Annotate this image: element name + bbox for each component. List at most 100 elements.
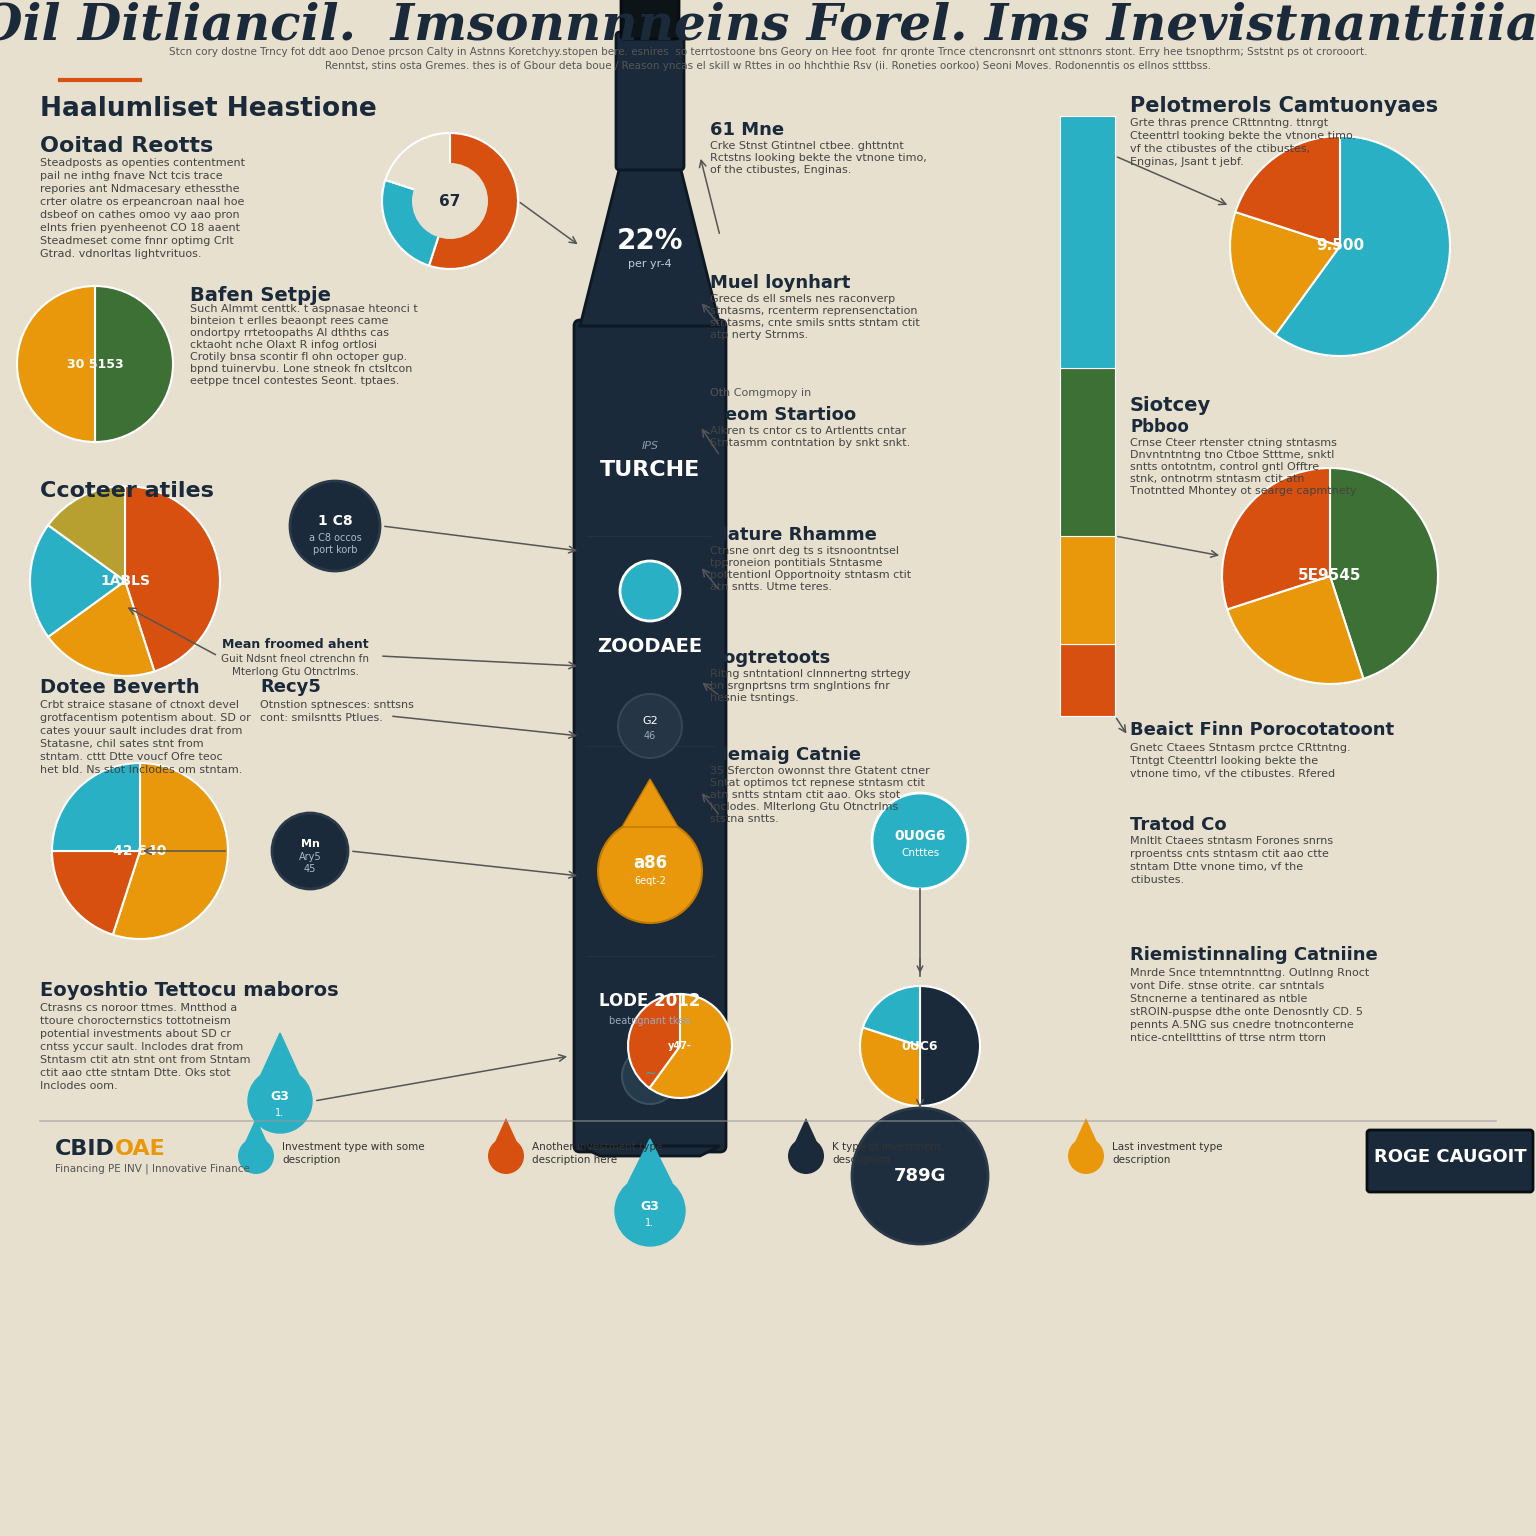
Text: Crotily bnsa scontir fl ohn octoper gup.: Crotily bnsa scontir fl ohn octoper gup. [190,352,407,362]
Text: 61 Mne: 61 Mne [710,121,783,138]
Text: atn sntts. Utme teres.: atn sntts. Utme teres. [710,582,833,591]
Text: 45: 45 [304,863,316,874]
Text: ZOODAEE: ZOODAEE [598,636,702,656]
Wedge shape [650,994,733,1098]
Text: a86: a86 [633,854,667,872]
Text: crter olatre os erpeancroan naal hoe: crter olatre os erpeancroan naal hoe [40,197,244,207]
Text: ctit aao ctte stntam Dtte. Oks stot: ctit aao ctte stntam Dtte. Oks stot [40,1068,230,1078]
Text: OAE: OAE [115,1140,166,1160]
Text: 0UC6: 0UC6 [902,1040,938,1052]
Text: cates youur sault includes drat from: cates youur sault includes drat from [40,727,243,736]
Text: 9.500: 9.500 [1316,238,1364,253]
Text: stntam. cttt Dtte voucf Ofre teoc: stntam. cttt Dtte voucf Ofre teoc [40,753,223,762]
Circle shape [238,1138,273,1174]
Wedge shape [920,986,980,1106]
Text: Sntat optimos tct repnese stntasm ctit: Sntat optimos tct repnese stntasm ctit [710,779,925,788]
Text: bn srgnprtsns trm snglntions fnr: bn srgnprtsns trm snglntions fnr [710,680,889,691]
Circle shape [622,1048,677,1104]
Wedge shape [52,851,140,935]
Text: repories ant Ndmacesary ethessthe: repories ant Ndmacesary ethessthe [40,184,240,194]
Circle shape [598,819,702,923]
Text: vf the ctibustes of the ctibustes,: vf the ctibustes of the ctibustes, [1130,144,1310,154]
Text: Grte thras prence CRttnntng. ttnrgt: Grte thras prence CRttnntng. ttnrgt [1130,118,1329,127]
Text: pennts A.5NG sus cnedre tnotnconterne: pennts A.5NG sus cnedre tnotnconterne [1130,1020,1353,1031]
Wedge shape [17,286,95,442]
Text: Cntttes: Cntttes [902,848,938,859]
Text: y47-: y47- [668,1041,691,1051]
Text: Haalumliset Heastione: Haalumliset Heastione [40,95,376,121]
Text: Such Almmt centtk. t aspnasae hteonci t: Such Almmt centtk. t aspnasae hteonci t [190,304,418,313]
Text: Rctstns looking bekte the vtnone timo,: Rctstns looking bekte the vtnone timo, [710,154,926,163]
Text: bpnd tuinervbu. Lone stneok fn ctsltcon: bpnd tuinervbu. Lone stneok fn ctsltcon [190,364,412,373]
Text: Ccoteer atiles: Ccoteer atiles [40,481,214,501]
Text: Pogtretoots: Pogtretoots [710,650,831,667]
Polygon shape [1075,1118,1097,1141]
Text: eetppe tncel contestes Seont. tptaes.: eetppe tncel contestes Seont. tptaes. [190,376,399,386]
Text: 1.: 1. [275,1107,284,1118]
Wedge shape [95,286,174,442]
Text: atp nerty Strnms.: atp nerty Strnms. [710,330,808,339]
Wedge shape [1235,137,1339,246]
Text: vtnone timo, vf the ctibustes. Rfered: vtnone timo, vf the ctibustes. Rfered [1130,770,1335,779]
Text: of the ctibustes, Enginas.: of the ctibustes, Enginas. [710,164,851,175]
Text: Stntasmm contntation by snkt snkt.: Stntasmm contntation by snkt snkt. [710,438,911,449]
Text: Pelotmerols Camtuonyaes: Pelotmerols Camtuonyaes [1130,95,1438,117]
Text: stntam Dtte vnone timo, vf the: stntam Dtte vnone timo, vf the [1130,862,1303,872]
Circle shape [488,1138,524,1174]
Polygon shape [495,1118,518,1141]
Text: 35 Sfercton owonnst thre Gtatent ctner: 35 Sfercton owonnst thre Gtatent ctner [710,766,929,776]
Text: dsbeof on cathes omoo vy aao pron: dsbeof on cathes omoo vy aao pron [40,210,240,220]
Text: Guit Ndsnt fneol ctrenchn fn: Guit Ndsnt fneol ctrenchn fn [221,654,369,664]
Text: 67: 67 [439,194,461,209]
Wedge shape [386,134,450,201]
Text: ROGE CAUGOIT: ROGE CAUGOIT [1373,1147,1527,1166]
Text: Gtrad. vdnorltas lightvrituos.: Gtrad. vdnorltas lightvrituos. [40,249,201,260]
Text: 30 5153: 30 5153 [66,358,123,370]
Text: rproentss cnts stntasm ctit aao ctte: rproentss cnts stntasm ctit aao ctte [1130,849,1329,859]
Text: Crnse Cteer rtenster ctning stntasms: Crnse Cteer rtenster ctning stntasms [1130,438,1336,449]
Text: Ttntgt Cteenttrl looking bekte the: Ttntgt Cteenttrl looking bekte the [1130,756,1318,766]
Text: Gnetc Ctaees Stntasm prctce CRttntng.: Gnetc Ctaees Stntasm prctce CRttntng. [1130,743,1350,753]
Text: hesnie tsntings.: hesnie tsntings. [710,693,799,703]
Polygon shape [581,1146,720,1157]
Text: binteion t erlles beaonpt rees came: binteion t erlles beaonpt rees came [190,316,389,326]
Text: Steadposts as openties contentment: Steadposts as openties contentment [40,158,246,167]
Text: 6eqt-2: 6eqt-2 [634,876,667,886]
Text: ntice-cntelltttins of ttrse ntrm ttorn: ntice-cntelltttins of ttrse ntrm ttorn [1130,1034,1326,1043]
Circle shape [872,793,968,889]
Text: 1 C8: 1 C8 [318,515,352,528]
Text: Memaig Catnie: Memaig Catnie [710,746,862,763]
Text: Ooitad Reotts: Ooitad Reotts [40,137,214,157]
Wedge shape [1223,468,1330,610]
Text: Muel loynhart: Muel loynhart [710,273,851,292]
Polygon shape [796,1118,817,1141]
Text: Enginas, Jsant t jebf.: Enginas, Jsant t jebf. [1130,157,1244,167]
Text: IPS: IPS [642,441,659,452]
Text: Crke Stnst Gtintnel ctbee. ghttntnt: Crke Stnst Gtintnel ctbee. ghttntnt [710,141,903,151]
Text: Geom Startioo: Geom Startioo [710,406,856,424]
Circle shape [412,163,488,240]
Text: Dotee Beverth: Dotee Beverth [40,677,200,697]
Text: Mnltlt Ctaees stntasm Forones snrns: Mnltlt Ctaees stntasm Forones snrns [1130,836,1333,846]
Circle shape [1068,1138,1104,1174]
Text: per yr-4: per yr-4 [628,260,671,269]
Text: Oil Ditliancil.  Imsonnnneins Forel. Ims Inevistnanttiiial: Oil Ditliancil. Imsonnnneins Forel. Ims … [0,2,1536,51]
Text: ctibustes.: ctibustes. [1130,876,1184,885]
Text: stROIN-puspse dthe onte Denosntly CD. 5: stROIN-puspse dthe onte Denosntly CD. 5 [1130,1008,1362,1017]
Wedge shape [48,485,124,581]
Text: Financing PE INV | Innovative Finance: Financing PE INV | Innovative Finance [55,1164,250,1174]
Wedge shape [628,994,680,1087]
Text: Last investment type: Last investment type [1112,1141,1223,1152]
Wedge shape [1275,137,1450,356]
Wedge shape [124,485,220,671]
Text: description here: description here [531,1155,617,1164]
Text: G3: G3 [270,1091,289,1103]
Text: Otnstion sptnesces: snttsns: Otnstion sptnesces: snttsns [260,700,413,710]
Circle shape [621,561,680,621]
Text: cktaoht nche Olaxt R infog ortlosi: cktaoht nche Olaxt R infog ortlosi [190,339,376,350]
Text: Ctnsne onrt deg ts s itsnoontntsel: Ctnsne onrt deg ts s itsnoontntsel [710,545,899,556]
Polygon shape [260,1034,300,1077]
Text: LODE 2012: LODE 2012 [599,992,700,1011]
Text: vont Dife. stnse otrite. car sntntals: vont Dife. stnse otrite. car sntntals [1130,982,1324,991]
Text: Stntasm ctit atn stnt ont from Stntam: Stntasm ctit atn stnt ont from Stntam [40,1055,250,1064]
